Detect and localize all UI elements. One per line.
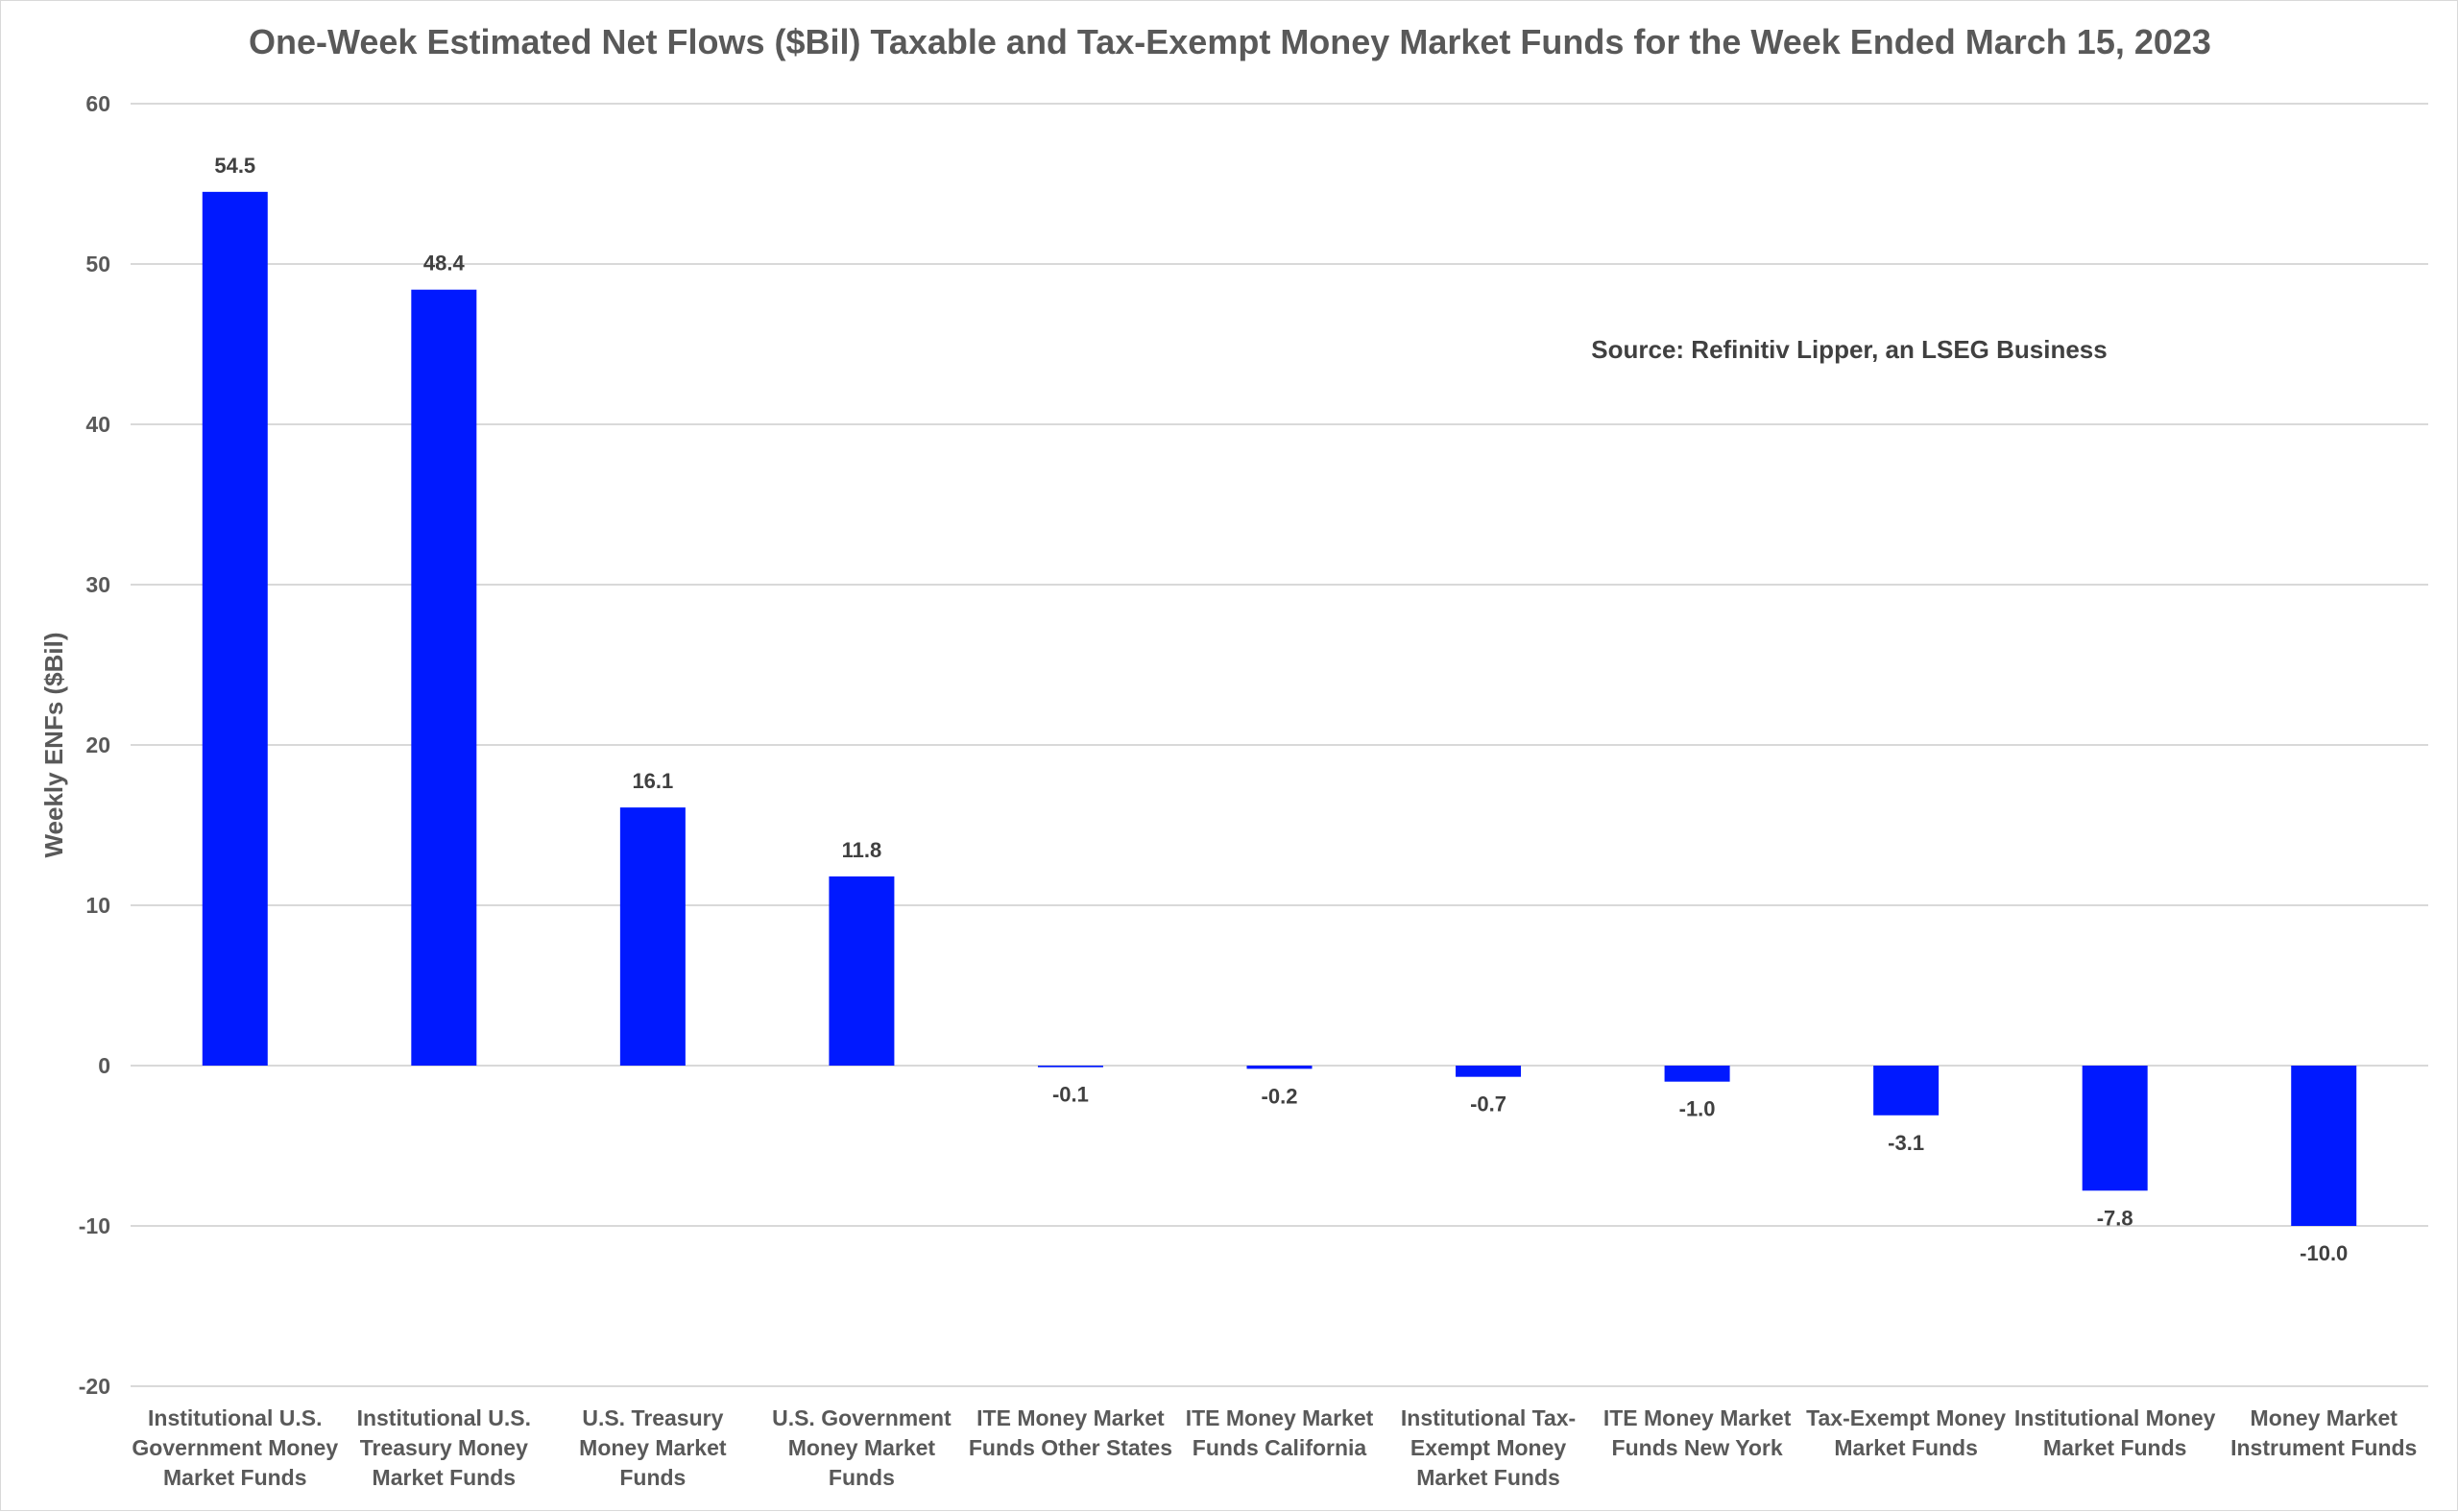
y-tick-label: 30 bbox=[85, 572, 110, 597]
x-category-label: Funds bbox=[619, 1465, 686, 1490]
y-tick-label: 40 bbox=[85, 412, 110, 437]
x-category-label: Money Market bbox=[788, 1435, 936, 1460]
bar bbox=[411, 289, 477, 1067]
x-category-label: U.S. Treasury bbox=[582, 1405, 723, 1430]
bar bbox=[2291, 1066, 2357, 1226]
data-label: -0.1 bbox=[1052, 1083, 1089, 1107]
data-label: -3.1 bbox=[1888, 1131, 1924, 1155]
x-category-label: Money Market bbox=[579, 1435, 727, 1460]
bar bbox=[1664, 1066, 1730, 1082]
y-tick-label: 20 bbox=[85, 732, 110, 757]
bar bbox=[619, 807, 686, 1066]
bar bbox=[1873, 1066, 1940, 1116]
data-label: -0.2 bbox=[1262, 1084, 1298, 1108]
data-label: 48.4 bbox=[423, 252, 466, 276]
y-tick-label: 0 bbox=[98, 1053, 110, 1078]
bar bbox=[1456, 1066, 1522, 1077]
x-axis-categories: Institutional U.S. Government Money Market… bbox=[132, 1405, 2417, 1490]
x-category-label: ITE Money Market bbox=[1186, 1405, 1374, 1430]
y-tick-label: -20 bbox=[79, 1374, 110, 1399]
data-label: 16.1 bbox=[632, 769, 673, 793]
data-label: -0.7 bbox=[1470, 1092, 1506, 1116]
x-category-label: Tax-Exempt Money bbox=[1806, 1405, 2006, 1430]
y-axis-ticks: -20 -10 0 10 20 30 40 50 60 bbox=[79, 91, 110, 1399]
x-category-label: Treasury Money bbox=[360, 1435, 528, 1460]
x-category-label: Funds Other States bbox=[969, 1435, 1172, 1460]
bars bbox=[202, 191, 2357, 1226]
x-category-label: Exempt Money bbox=[1410, 1435, 1567, 1460]
y-axis-title: Weekly ENFs ($Bil) bbox=[39, 632, 68, 857]
bar bbox=[1037, 1066, 1103, 1068]
x-category-label: Government Money bbox=[132, 1435, 338, 1460]
y-tick-label: 50 bbox=[85, 252, 110, 276]
y-tick-label: -10 bbox=[79, 1213, 110, 1238]
chart-title: One-Week Estimated Net Flows ($Bil) Taxa… bbox=[249, 22, 2211, 61]
x-category-label: Institutional Money bbox=[2014, 1405, 2216, 1430]
x-category-label: Market Funds bbox=[1834, 1435, 1978, 1460]
bar bbox=[829, 876, 895, 1066]
x-category-label: Market Funds bbox=[373, 1465, 517, 1490]
x-category-label: Funds New York bbox=[1612, 1435, 1783, 1460]
x-category-label: Institutional U.S. bbox=[148, 1405, 322, 1430]
source-annotation: Source: Refinitiv Lipper, an LSEG Busine… bbox=[1591, 335, 2107, 364]
data-label: 54.5 bbox=[214, 154, 255, 178]
x-category-label: U.S. Government bbox=[772, 1405, 952, 1430]
x-category-label: ITE Money Market bbox=[1603, 1405, 1792, 1430]
data-label: -10.0 bbox=[2300, 1241, 2348, 1265]
data-label: 11.8 bbox=[842, 838, 882, 862]
x-category-label: Institutional Tax- bbox=[1401, 1405, 1576, 1430]
x-category-label: Money Market bbox=[2251, 1405, 2398, 1430]
x-category-label: Market Funds bbox=[1416, 1465, 1560, 1490]
bar bbox=[202, 191, 268, 1067]
x-category-label: Institutional U.S. bbox=[357, 1405, 531, 1430]
data-labels: 54.5 48.4 16.1 11.8 -0.1 -0.2 -0.7 -1.0 -3.1 -7.8… bbox=[214, 154, 2348, 1265]
x-category-label: Funds bbox=[829, 1465, 895, 1490]
bar bbox=[1246, 1066, 1313, 1069]
x-category-label: Market Funds bbox=[2043, 1435, 2187, 1460]
y-tick-label: 60 bbox=[85, 91, 110, 116]
data-label: -1.0 bbox=[1679, 1097, 1716, 1121]
x-category-label: ITE Money Market bbox=[976, 1405, 1165, 1430]
x-category-label: Funds California bbox=[1193, 1435, 1367, 1460]
x-category-label: Market Funds bbox=[163, 1465, 307, 1490]
y-tick-label: 10 bbox=[85, 893, 110, 918]
bar bbox=[2082, 1066, 2148, 1191]
data-label: -7.8 bbox=[2097, 1206, 2133, 1230]
x-category-label: Instrument Funds bbox=[2230, 1435, 2417, 1460]
